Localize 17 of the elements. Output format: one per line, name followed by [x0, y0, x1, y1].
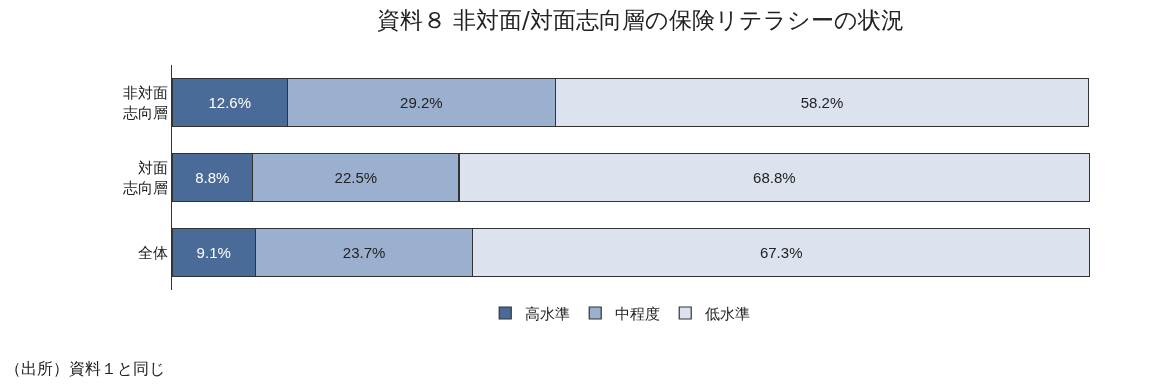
data-label: 9.1%	[196, 244, 231, 261]
legend-label: 高水準	[525, 304, 571, 323]
data-label: 58.2%	[800, 94, 844, 111]
data-label: 67.3%	[759, 244, 803, 261]
data-label: 23.7%	[342, 244, 386, 261]
data-label: 29.2%	[400, 94, 443, 111]
data-label: 12.6%	[208, 94, 252, 111]
text: （出所）資料１と同じ	[5, 359, 165, 378]
y-tick-label: 全体	[138, 243, 168, 262]
legend-label: 中程度	[615, 304, 661, 323]
data-label: 68.8%	[753, 169, 796, 186]
legend-label: 低水準	[705, 304, 751, 323]
chart-title: 資料８ 非対面/対面志向層の保険リテラシーの状況	[376, 6, 904, 33]
y-tick-label: 非対面志向層	[123, 84, 168, 122]
data-label: 8.8%	[195, 169, 230, 186]
data-label: 22.5%	[334, 169, 378, 186]
y-tick-label: 対面志向層	[123, 159, 168, 197]
